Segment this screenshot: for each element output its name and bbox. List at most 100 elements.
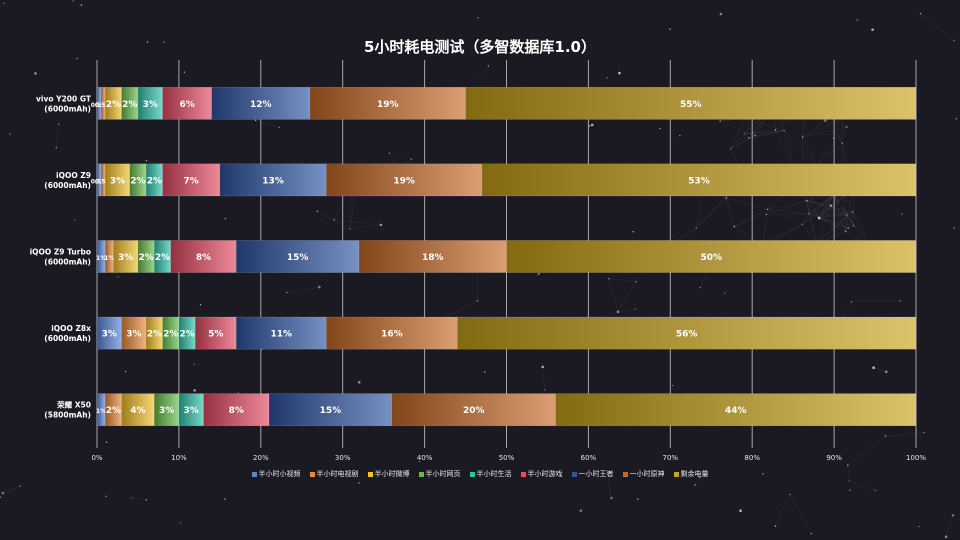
star-link: [818, 214, 847, 218]
star-link: [255, 120, 280, 128]
star: [774, 525, 777, 527]
star-link: [920, 13, 955, 41]
bar-segment: [457, 316, 917, 350]
star: [918, 525, 920, 528]
bar-segment: [195, 316, 237, 350]
star: [606, 470, 608, 472]
star: [694, 484, 696, 486]
star-link: [847, 211, 853, 229]
star: [699, 286, 701, 289]
star: [333, 219, 335, 221]
star: [146, 41, 149, 43]
star: [484, 371, 486, 373]
star-link: [851, 300, 900, 303]
star-link: [317, 211, 335, 221]
data-label: 3%: [110, 176, 125, 186]
legend-item: 半小时游戏: [520, 469, 563, 479]
star: [278, 126, 280, 128]
star: [58, 123, 60, 125]
data-label: 2%: [122, 100, 137, 110]
bar-segment: [121, 393, 155, 427]
legend-item: 一小时王者: [571, 469, 614, 479]
data-label: 2%: [155, 253, 170, 263]
legend-label: 半小时网页: [425, 470, 461, 478]
star-link: [816, 214, 848, 244]
legend-item: 半小时生活: [469, 469, 512, 479]
x-tick-label: 70%: [663, 454, 679, 462]
star-link: [802, 213, 810, 225]
data-label: 2%: [138, 253, 153, 263]
star-link: [730, 135, 756, 149]
star: [286, 291, 288, 294]
star: [476, 300, 479, 302]
chart-title: 5小时耗电测试（多智数据库1.0）: [363, 38, 596, 56]
legend-swatch: [622, 471, 628, 477]
data-label: 44%: [725, 406, 747, 416]
bar-segment: [235, 316, 327, 350]
star-link: [730, 137, 750, 149]
star: [847, 227, 849, 229]
legend-label: 半小时生活: [476, 470, 512, 478]
star-link: [744, 118, 756, 136]
legend-item: 一小时原神: [622, 469, 665, 479]
x-tick-label: 80%: [744, 454, 760, 462]
y-category-label: vivo Y200 GT (6000mAh): [36, 94, 92, 113]
star-link: [617, 308, 636, 313]
star-link: [730, 133, 745, 149]
star-link: [845, 215, 848, 232]
star: [766, 208, 769, 210]
star: [193, 363, 195, 366]
star: [544, 389, 546, 391]
data-label: 2%: [179, 330, 194, 340]
star: [9, 133, 11, 135]
star: [224, 217, 227, 220]
legend-swatch: [673, 471, 679, 477]
data-label: 2%: [130, 176, 145, 186]
legend-swatch: [571, 471, 577, 477]
star: [145, 499, 148, 501]
legend-item: 半小时电视剧: [309, 469, 359, 479]
star: [951, 514, 955, 517]
data-label: 20%: [463, 406, 485, 416]
star: [358, 482, 360, 484]
star-link: [833, 194, 854, 227]
star: [829, 204, 833, 207]
star-link: [802, 118, 843, 138]
x-tick-label: 20%: [253, 454, 269, 462]
data-label: 3%: [118, 253, 133, 263]
star: [789, 493, 791, 496]
data-label: 3%: [159, 406, 174, 416]
star: [871, 28, 874, 31]
bar-segment: [203, 393, 270, 427]
star: [76, 57, 78, 60]
star-link: [334, 219, 382, 226]
star: [899, 300, 901, 302]
star-link: [847, 435, 886, 466]
data-label: 1%: [96, 255, 106, 262]
star: [193, 389, 196, 392]
star: [606, 77, 608, 79]
star-link: [818, 194, 834, 218]
legend-item: 半小时微博: [367, 469, 410, 479]
star-link: [802, 116, 804, 138]
data-label: 7%: [184, 176, 199, 186]
star-link: [744, 130, 785, 135]
star: [724, 292, 726, 294]
star: [671, 384, 674, 387]
star: [817, 216, 820, 219]
bar-segment: [219, 163, 327, 197]
star: [754, 134, 756, 137]
star: [733, 225, 735, 228]
bar-segment: [268, 393, 393, 427]
star-link: [945, 515, 954, 537]
star: [806, 200, 808, 202]
y-category-label: iQOO Z9 (6000mAh): [44, 171, 91, 190]
star-link: [720, 120, 756, 136]
star: [73, 218, 76, 221]
star: [316, 210, 319, 213]
star-link: [831, 116, 843, 144]
star: [874, 489, 877, 492]
star: [743, 133, 745, 135]
star: [34, 72, 37, 75]
star: [317, 285, 321, 289]
